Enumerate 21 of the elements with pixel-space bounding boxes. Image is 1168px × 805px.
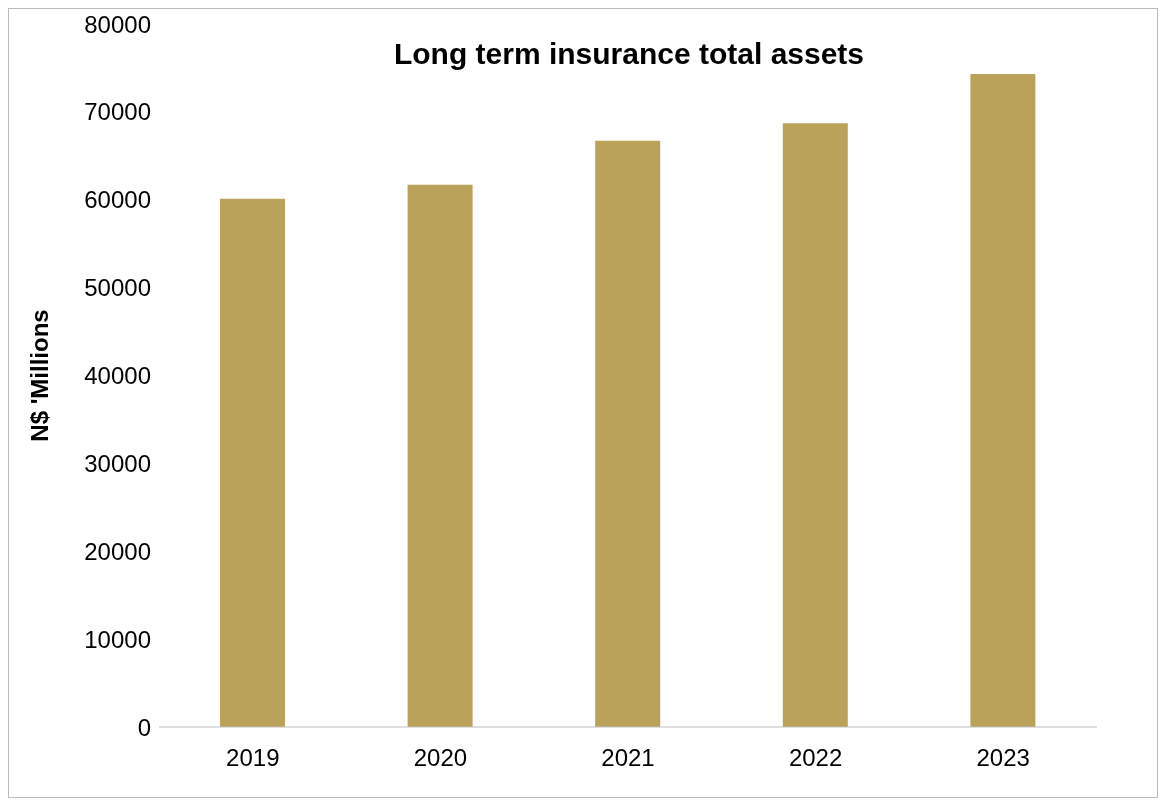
bar: [970, 74, 1036, 727]
y-tick-label: 0: [137, 713, 151, 741]
x-tick-label: 2023: [976, 744, 1030, 772]
bar: [220, 198, 285, 727]
bar: [407, 184, 473, 727]
x-tick-label: 2021: [601, 744, 655, 772]
x-tick-label: 2019: [226, 744, 280, 772]
y-axis-title: N$ 'Millions: [25, 309, 53, 442]
x-tick-label: 2020: [413, 744, 468, 772]
y-tick-label: 50000: [84, 274, 151, 302]
y-tick-label: 10000: [84, 625, 151, 653]
y-tick-label: 40000: [84, 362, 151, 390]
y-tick-label: 20000: [84, 537, 151, 565]
y-tick-label: 70000: [84, 98, 151, 126]
chart-title: Long term insurance total assets: [392, 37, 866, 71]
bar: [782, 123, 848, 727]
bar: [595, 140, 661, 727]
x-tick-label: 2022: [788, 744, 843, 772]
y-tick-label: 80000: [84, 10, 151, 38]
y-tick-label: 30000: [84, 449, 151, 477]
y-tick-label: 60000: [84, 186, 151, 214]
